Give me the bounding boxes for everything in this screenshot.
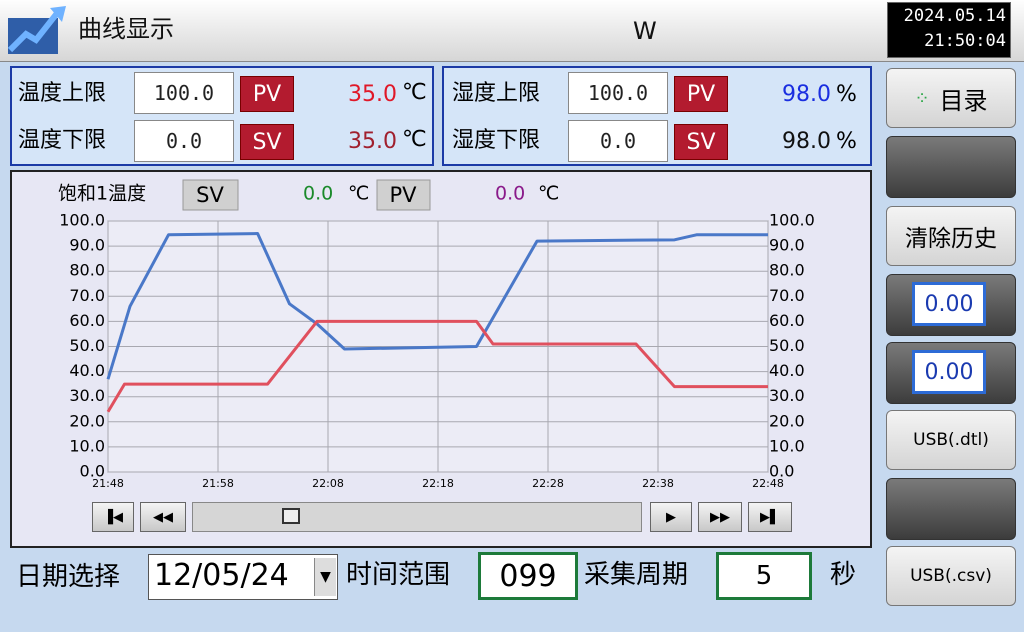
input[interactable]: 0.0 xyxy=(568,120,668,162)
y-tick-label: 50.0 xyxy=(69,336,105,355)
legend-sv-value: 0.0 xyxy=(303,183,333,205)
menu-label: 目录 xyxy=(939,86,988,115)
y2-tick-label: 60.0 xyxy=(769,311,805,330)
label: 温度上限 xyxy=(18,81,107,106)
legend-pv-value: 0.0 xyxy=(495,183,525,205)
blank-button[interactable] xyxy=(886,478,1016,540)
menu-icon: ⁘ xyxy=(914,87,930,109)
chart: 饱和1温度 SV 0.0 ℃ PV 0.0 ℃ 0.0 0.0 10.0 10.0 20… xyxy=(58,179,815,490)
period-input[interactable]: 5 xyxy=(716,552,812,600)
legend-sv-label: SV xyxy=(196,183,224,207)
y-tick-label: 80.0 xyxy=(69,261,105,280)
date-value: 12/05/24 xyxy=(154,558,289,593)
y-tick-label: 100.0 xyxy=(59,211,105,230)
input[interactable]: 100.0 xyxy=(568,72,668,114)
pv-button: PV xyxy=(240,76,294,112)
y-tick-label: 90.0 xyxy=(69,236,105,255)
header-bar xyxy=(0,0,1024,62)
y-tick-label: 60.0 xyxy=(69,311,105,330)
y2-tick-label: 20.0 xyxy=(769,411,805,430)
label: 湿度上限 xyxy=(452,81,541,106)
y2-tick-label: 40.0 xyxy=(769,361,805,380)
y-tick-label: 0.0 xyxy=(80,462,105,481)
unit: % xyxy=(836,82,857,107)
rewind-button[interactable]: ◀◀ xyxy=(140,502,186,532)
legend-unit: ℃ xyxy=(538,183,559,205)
input[interactable]: 100.0 xyxy=(134,72,234,114)
page-title: 曲线显示 xyxy=(78,15,174,43)
usb-dtl-button[interactable]: USB(.dtl) xyxy=(886,410,1016,470)
y-tick-label: 20.0 xyxy=(69,411,105,430)
range-input[interactable]: 099 xyxy=(478,552,578,600)
unit: 秒 xyxy=(830,560,857,590)
scroll-thumb[interactable] xyxy=(282,508,300,524)
pv-tag xyxy=(376,179,431,211)
y2-tick-label: 80.0 xyxy=(769,261,805,280)
sv-button: SV xyxy=(674,124,728,160)
y2-tick-label: 30.0 xyxy=(769,386,805,405)
y2-tick-label: 100.0 xyxy=(769,211,815,230)
x-tick-label: 22:18 xyxy=(422,477,454,490)
x-tick-label: 22:08 xyxy=(312,477,344,490)
first-button[interactable]: ▐◀ xyxy=(92,502,134,532)
date: 2024.05.14 xyxy=(903,6,1006,26)
blank-button[interactable] xyxy=(886,136,1016,198)
menu-button[interactable]: ⁘ 目录 xyxy=(886,68,1016,128)
label: 湿度下限 xyxy=(452,128,541,153)
label: 采集周期 xyxy=(584,560,689,590)
y-tick-label: 30.0 xyxy=(69,386,105,405)
user: W xyxy=(633,17,657,45)
sv-tag xyxy=(182,179,239,211)
y2-tick-label: 10.0 xyxy=(769,436,805,455)
clear-button[interactable]: 清除历史 xyxy=(886,206,1016,266)
value-box[interactable]: 0.00 xyxy=(912,350,986,394)
x-tick-label: 22:28 xyxy=(532,477,564,490)
pv-button: PV xyxy=(674,76,728,112)
label: 时间范围 xyxy=(346,560,451,590)
series-line xyxy=(106,232,768,380)
x-tick-label: 22:48 xyxy=(752,477,784,490)
time: 21:50:04 xyxy=(924,31,1006,51)
legend-unit: ℃ xyxy=(348,183,369,205)
legend-name: 饱和1温度 xyxy=(58,183,146,205)
y2-tick-label: 70.0 xyxy=(769,286,805,305)
trend-icon xyxy=(7,6,66,54)
label: 温度下限 xyxy=(18,128,107,153)
usb-csv-button[interactable]: USB(.csv) xyxy=(886,546,1016,606)
x-tick-label: 22:38 xyxy=(642,477,674,490)
unit: ℃ xyxy=(402,127,427,152)
unit: ℃ xyxy=(402,80,427,105)
value-box[interactable]: 0.00 xyxy=(912,282,986,326)
series-line xyxy=(106,319,768,413)
y-tick-label: 70.0 xyxy=(69,286,105,305)
value: 98.0 xyxy=(782,129,831,154)
value: 98.0 xyxy=(782,82,831,107)
y2-tick-label: 0.0 xyxy=(769,462,794,481)
x-tick-label: 21:48 xyxy=(92,477,124,490)
y-tick-label: 10.0 xyxy=(69,436,105,455)
input[interactable]: 0.0 xyxy=(134,120,234,162)
y2-tick-label: 50.0 xyxy=(769,336,805,355)
value: 35.0 xyxy=(348,82,397,107)
clock-box xyxy=(887,2,1011,58)
x-tick-label: 21:58 xyxy=(202,477,234,490)
value: 35.0 xyxy=(348,129,397,154)
dropdown-arrow[interactable]: ▼ xyxy=(314,558,336,596)
last-button[interactable]: ▶▌ xyxy=(748,502,792,532)
date-dropdown[interactable] xyxy=(148,554,338,600)
forward-button[interactable]: ▶▶ xyxy=(698,502,742,532)
scrollbar[interactable] xyxy=(192,502,642,532)
unit: % xyxy=(836,129,857,154)
next-button[interactable]: ▶ xyxy=(650,502,692,532)
sv-button: SV xyxy=(240,124,294,160)
y-tick-label: 40.0 xyxy=(69,361,105,380)
label: 日期选择 xyxy=(16,562,121,592)
y2-tick-label: 90.0 xyxy=(769,236,805,255)
legend-pv-label: PV xyxy=(389,183,417,207)
